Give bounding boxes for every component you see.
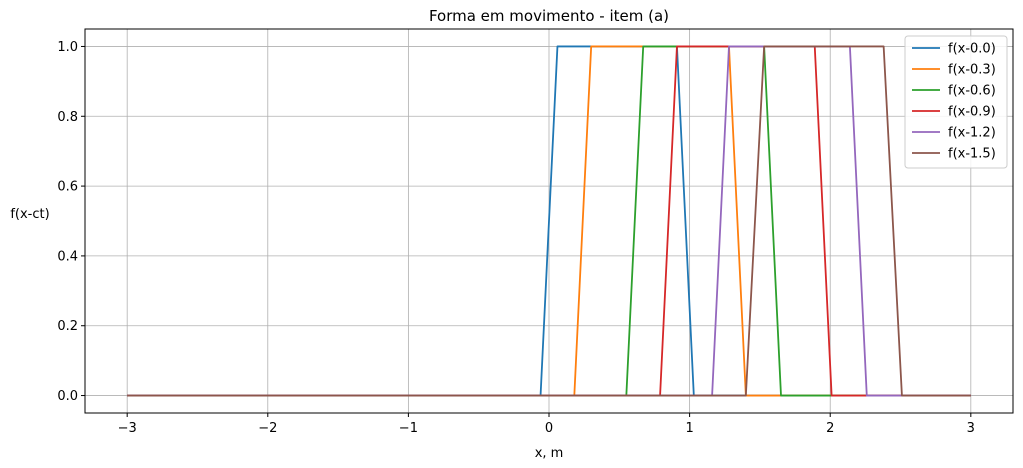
chart-title: Forma em movimento - item (a)	[429, 7, 669, 25]
y-tick-label: 0.0	[57, 389, 78, 404]
legend-label: f(x-0.0)	[948, 42, 996, 57]
y-axis-label: f(x-ct)	[10, 207, 49, 222]
legend: f(x-0.0) f(x-0.3) f(x-0.6) f(x-0.9) f(x-1.2)…	[904, 35, 1008, 169]
y-axis: 0.0 0.2 0.4 0.6 0.8 1.0	[57, 40, 85, 404]
series-line-6	[127, 45, 971, 397]
y-tick-label: 1.0	[57, 40, 78, 55]
x-tick-label: 1	[685, 421, 693, 436]
x-tick-label: −2	[258, 421, 277, 436]
series-group	[127, 45, 971, 397]
x-axis: −3 −2 −1 0 1 2 3	[118, 413, 975, 436]
legend-label: f(x-0.9)	[948, 105, 996, 120]
y-tick-label: 0.4	[57, 249, 78, 264]
y-tick-label: 0.8	[57, 110, 78, 125]
y-tick-label: 0.2	[57, 319, 78, 334]
x-tick-label: −1	[399, 421, 418, 436]
x-tick-label: 3	[967, 421, 975, 436]
legend-label: f(x-1.5)	[948, 147, 996, 162]
legend-label: f(x-0.3)	[948, 63, 996, 78]
y-tick-label: 0.6	[57, 180, 78, 195]
x-tick-label: −3	[118, 421, 137, 436]
legend-label: f(x-1.2)	[948, 126, 996, 141]
x-tick-label: 0	[545, 421, 553, 436]
x-axis-label: x, m	[535, 446, 564, 461]
x-tick-label: 2	[826, 421, 834, 436]
legend-label: f(x-0.6)	[948, 84, 996, 99]
